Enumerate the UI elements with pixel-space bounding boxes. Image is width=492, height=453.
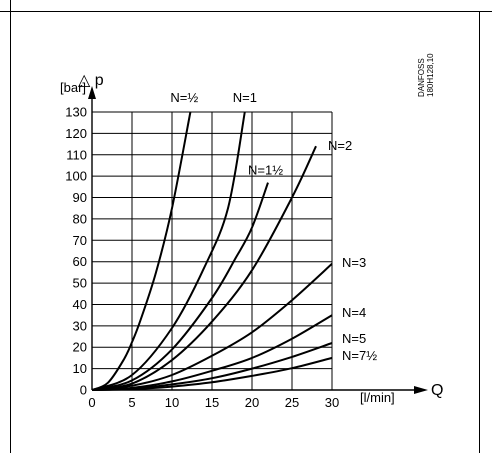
y-tick-label-60: 60 — [73, 254, 87, 269]
y-tick-label-70: 70 — [73, 233, 87, 248]
y-tick-label-80: 80 — [73, 211, 87, 226]
y-tick-label-120: 120 — [65, 126, 87, 141]
document-code: DANFOSS 180H128,10 — [417, 53, 435, 97]
series-line-4 — [91, 145, 317, 391]
document-code-line-2: 180H128,10 — [426, 53, 435, 97]
y-tick-label-10: 10 — [73, 361, 87, 376]
y-axis-symbol: △ p — [78, 72, 104, 89]
y-axis-label: [bar] — [60, 80, 86, 95]
curves — [91, 111, 333, 391]
x-tick-label-5: 5 — [128, 395, 135, 410]
x-tick-label-25: 25 — [285, 395, 299, 410]
series-line-3 — [91, 182, 269, 391]
series-label-1: N=½ — [170, 90, 198, 105]
series-line-2 — [91, 111, 246, 391]
series-label-4: N=2 — [328, 138, 352, 153]
y-tick-label-40: 40 — [73, 297, 87, 312]
x-tick-label-30: 30 — [325, 395, 339, 410]
series-label-6: N=4 — [342, 305, 366, 320]
y-tick-label-110: 110 — [66, 147, 87, 162]
series-label-2: N=1 — [233, 90, 257, 105]
series-line-1 — [91, 111, 192, 391]
series-line-5 — [91, 263, 333, 391]
series-label-8: N=7½ — [342, 348, 377, 363]
x-tick-label-20: 20 — [245, 395, 259, 410]
y-tick-label-30: 30 — [73, 318, 87, 333]
tick-labels: 0 5 10 15 20 25 30 0 10 20 30 40 50 60 70 80 90 100 110 120… — [65, 105, 339, 411]
x-tick-label-15: 15 — [205, 395, 219, 410]
x-axis-arrow — [414, 386, 428, 394]
series-line-8 — [91, 356, 333, 391]
series-label-3: N=1½ — [248, 163, 283, 178]
y-tick-label-100: 100 — [65, 169, 87, 184]
series-label-7: N=5 — [342, 331, 366, 346]
y-tick-label-130: 130 — [65, 105, 87, 120]
axes — [88, 86, 428, 394]
curve-labels: N=½ N=1 N=1½ N=2 N=3 N=4 N=5 N=7½ — [170, 90, 377, 363]
series-label-5: N=3 — [342, 255, 366, 270]
y-tick-label-0: 0 — [80, 383, 87, 398]
y-tick-label-20: 20 — [73, 340, 87, 355]
x-axis-label: [l/min] — [360, 390, 395, 405]
document-code-line-1: DANFOSS — [417, 58, 426, 97]
x-axis-symbol: Q — [431, 382, 443, 399]
x-tick-label-0: 0 — [88, 395, 95, 410]
y-axis-arrow — [88, 86, 96, 99]
y-tick-label-90: 90 — [73, 190, 87, 205]
y-tick-label-50: 50 — [73, 276, 87, 291]
x-tick-label-10: 10 — [165, 395, 179, 410]
